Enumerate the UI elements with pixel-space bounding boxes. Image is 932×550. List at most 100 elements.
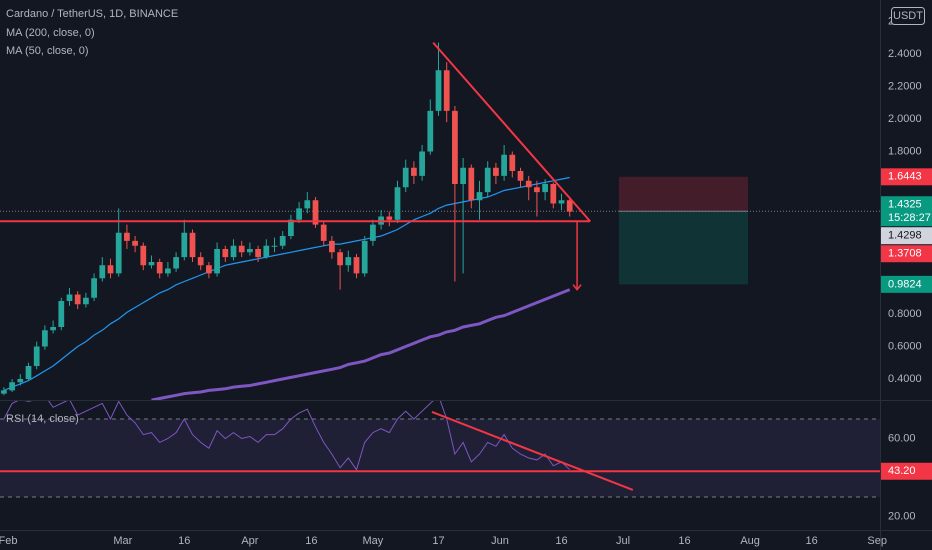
- candle-body: [509, 154, 516, 172]
- y-tick-label: 0.6000: [888, 340, 922, 352]
- target-zone: [618, 211, 749, 285]
- candle-body: [443, 70, 450, 111]
- candle-body: [550, 184, 557, 204]
- candle-body: [255, 249, 261, 258]
- candle-body: [402, 167, 409, 188]
- ma-line: [3, 176, 570, 391]
- candle-body: [386, 216, 393, 220]
- candle-body: [83, 297, 89, 305]
- trendline: [432, 41, 591, 223]
- candle-body: [42, 330, 48, 347]
- x-tick-label: 16: [678, 535, 690, 547]
- candle-body: [33, 346, 40, 367]
- x-tick-label: Mar: [113, 535, 132, 547]
- candle-body: [419, 151, 425, 176]
- candle-body: [320, 224, 327, 241]
- candle-body: [50, 327, 56, 331]
- candle-body: [345, 257, 352, 266]
- y-tick-label: 2.0000: [888, 113, 922, 125]
- chart-title: Cardano / TetherUS, 1D, BINANCE: [6, 8, 178, 20]
- candle-body: [312, 200, 319, 225]
- rsi-title: RSI (14, close): [6, 413, 79, 425]
- x-tick-label: Aug: [740, 535, 760, 547]
- candle-body: [181, 232, 188, 258]
- price-label: 1.6443: [888, 171, 922, 183]
- currency-button[interactable]: [891, 7, 925, 25]
- candle-body: [476, 192, 483, 201]
- candle-body: [66, 294, 73, 302]
- candle-body: [411, 167, 417, 176]
- candle-body: [99, 265, 106, 279]
- candle-body: [525, 180, 532, 188]
- y-tick-label: 0.4000: [888, 373, 922, 385]
- candle-body: [566, 200, 573, 212]
- candle-body: [132, 240, 138, 246]
- ma-line: [151, 288, 571, 400]
- y-tick-label: 2.4000: [888, 48, 922, 60]
- candle-body: [1, 390, 7, 394]
- candle-body: [115, 232, 122, 274]
- candle-body: [197, 257, 204, 266]
- candle-body: [238, 245, 245, 253]
- x-tick-label: 16: [555, 535, 567, 547]
- candle-body: [25, 366, 32, 380]
- legend-entry: MA (50, close, 0): [6, 45, 89, 57]
- candle-body: [58, 301, 65, 328]
- y-tick-label: 1.8000: [888, 145, 922, 157]
- candle-body: [222, 249, 229, 258]
- candle-body: [140, 245, 147, 266]
- rsi-label-bg: [881, 462, 932, 480]
- currency-label[interactable]: USDT: [893, 10, 923, 22]
- price-label: 1.4298: [888, 230, 922, 242]
- candle-body: [468, 167, 475, 201]
- candle-body: [214, 249, 220, 274]
- stop-zone: [618, 176, 749, 212]
- x-tick-label: 17: [432, 535, 444, 547]
- x-tick-label: Sep: [867, 535, 887, 547]
- candle-body: [353, 257, 360, 274]
- countdown: 15:28:27: [888, 212, 931, 224]
- candle-body: [263, 245, 270, 258]
- legend-entry: MA (200, close, 0): [6, 27, 95, 39]
- x-tick-label: 16: [178, 535, 190, 547]
- rsi-tick-label: 20.00: [888, 510, 916, 522]
- rsi-trendline: [431, 411, 634, 491]
- candle-body: [542, 184, 548, 193]
- x-tick-label: Jun: [491, 535, 509, 547]
- rsi-line: [3, 401, 571, 471]
- candle-body: [370, 224, 376, 241]
- x-tick-label: Feb: [0, 535, 17, 547]
- candle-body: [74, 294, 81, 305]
- candle-body: [107, 265, 114, 274]
- candle-body: [361, 240, 368, 274]
- candle-body: [493, 167, 499, 176]
- candle-body: [452, 110, 458, 185]
- candle-body: [329, 240, 335, 253]
- candle-body: [17, 379, 24, 383]
- candle-body: [165, 268, 171, 274]
- x-tick-label: Jul: [616, 535, 630, 547]
- candle-body: [271, 245, 278, 247]
- price-label-bg: [881, 168, 932, 186]
- candle-body: [156, 262, 163, 274]
- arrow-head: [572, 284, 582, 291]
- rsi-band: [0, 418, 880, 498]
- candle-body: [189, 232, 196, 258]
- rsi-label: 43.20: [888, 465, 916, 477]
- candle-body: [296, 208, 302, 220]
- rsi-tick-label: 60.00: [888, 432, 916, 444]
- price-label-bg: [881, 275, 932, 293]
- x-tick-label: May: [363, 535, 384, 547]
- candle-body: [501, 154, 507, 176]
- candle-body: [534, 187, 540, 193]
- candle-body: [427, 110, 434, 152]
- price-label: 0.9824: [888, 278, 922, 290]
- y-tick-label: 2.2000: [888, 80, 922, 92]
- candle-body: [435, 70, 442, 111]
- candle-body: [558, 200, 565, 204]
- candle-body: [9, 382, 15, 391]
- candle-body: [460, 167, 466, 185]
- candle-body: [173, 257, 179, 269]
